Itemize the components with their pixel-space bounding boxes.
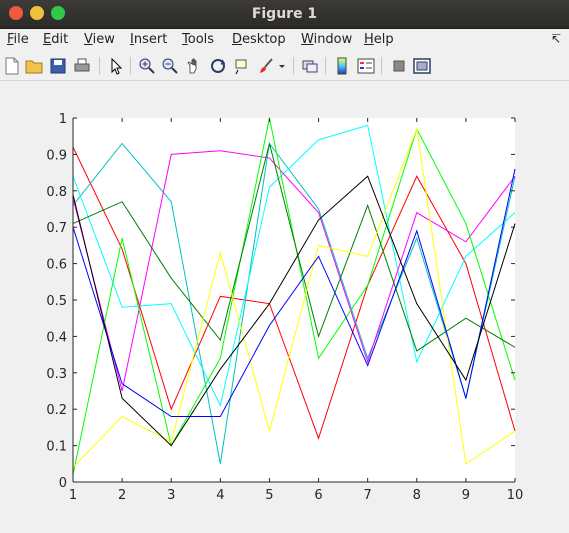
series-line-red[interactable] xyxy=(72,146,516,440)
close-window-button[interactable] xyxy=(9,6,23,20)
menu-insert[interactable]: Insert xyxy=(130,32,168,47)
data-cursor-icon[interactable] xyxy=(232,56,252,76)
brush-dropdown-icon[interactable] xyxy=(276,56,288,76)
x-tick-label: 6 xyxy=(314,488,322,503)
x-tick-label: 1 xyxy=(69,488,77,503)
legend-icon[interactable] xyxy=(356,56,376,76)
x-tick-label: 9 xyxy=(462,488,470,503)
toolbar-separator xyxy=(325,57,326,75)
toolbar xyxy=(0,52,569,81)
toolbar-separator xyxy=(381,57,382,75)
x-tick-label: 5 xyxy=(265,488,273,503)
x-tick-label: 4 xyxy=(216,488,224,503)
series-line-yellow[interactable] xyxy=(72,126,516,468)
open-file-icon[interactable] xyxy=(24,56,44,76)
zoom-in-icon[interactable] xyxy=(137,56,157,76)
hide-plot-tools-icon[interactable] xyxy=(389,56,409,76)
show-plot-tools-icon[interactable] xyxy=(412,56,432,76)
menu-view[interactable]: View xyxy=(84,32,115,47)
brush-icon[interactable] xyxy=(256,56,276,76)
menu-help[interactable]: Help xyxy=(364,32,394,47)
series-line-darkgreen[interactable] xyxy=(72,143,516,352)
y-tick-label: 0.3 xyxy=(46,367,67,382)
window-title: Figure 1 xyxy=(251,6,318,22)
y-tick-label: 0.8 xyxy=(46,185,67,200)
pointer-icon[interactable] xyxy=(106,56,126,76)
y-tick-label: 0 xyxy=(59,476,67,491)
series-line-black[interactable] xyxy=(72,175,516,447)
title-bar: Figure 1 xyxy=(0,0,569,29)
menu-window[interactable]: Window xyxy=(301,32,353,47)
toolbar-separator xyxy=(130,57,131,75)
menu-edit[interactable]: Edit xyxy=(43,32,69,47)
menu-desktop[interactable]: Desktop xyxy=(232,32,286,47)
y-tick-label: 0.2 xyxy=(46,403,67,418)
plot-area[interactable]: 1 2 3 4 5 6 7 8 9 10 0 0.1 0.2 0.3 0.4 0.5 0.6 0.7 0.8 0.9 1 xyxy=(0,82,569,533)
series-line-teal[interactable] xyxy=(72,142,516,464)
x-tick-label: 10 xyxy=(507,488,524,503)
dock-arrow-icon[interactable]: ↸ xyxy=(550,32,561,46)
rotate-3d-icon[interactable] xyxy=(208,56,228,76)
axes-background xyxy=(73,118,515,482)
maximize-window-button[interactable] xyxy=(51,6,65,20)
x-tick-label: 2 xyxy=(118,488,126,503)
save-icon[interactable] xyxy=(48,56,68,76)
series-line-cyan[interactable] xyxy=(72,124,516,408)
x-tick-label: 7 xyxy=(364,488,372,503)
colorbar-icon[interactable] xyxy=(332,56,352,76)
x-tick-label: 8 xyxy=(413,488,421,503)
y-tick-label: 0.1 xyxy=(46,440,67,455)
y-tick-label: 0.9 xyxy=(46,148,67,163)
y-tick-label: 0.4 xyxy=(46,330,67,345)
series-line-magenta[interactable] xyxy=(72,150,516,392)
axis-layer: 1 2 3 4 5 6 7 8 9 10 0 0.1 0.2 0.3 0.4 0.5 0.6 0.7 0.8 0.9 1 xyxy=(46,112,523,503)
new-figure-icon[interactable] xyxy=(2,56,22,76)
pan-hand-icon[interactable] xyxy=(184,56,204,76)
series-layer xyxy=(72,117,516,475)
link-plot-icon[interactable] xyxy=(300,56,320,76)
x-tick-label: 3 xyxy=(167,488,175,503)
print-icon[interactable] xyxy=(72,56,92,76)
menu-bar: File Edit View Insert Tools Desktop Wind… xyxy=(0,29,569,51)
menu-file[interactable]: File xyxy=(7,32,29,47)
toolbar-separator xyxy=(99,57,100,75)
minimize-window-button[interactable] xyxy=(30,6,44,20)
y-tick-label: 0.7 xyxy=(46,221,67,236)
series-line-blue[interactable] xyxy=(72,168,516,417)
y-tick-label: 0.6 xyxy=(46,258,67,273)
y-tick-label: 0.5 xyxy=(46,294,67,309)
toolbar-separator xyxy=(293,57,294,75)
menu-tools[interactable]: Tools xyxy=(182,32,215,47)
y-tick-label: 1 xyxy=(59,112,67,127)
zoom-out-icon[interactable] xyxy=(160,56,180,76)
